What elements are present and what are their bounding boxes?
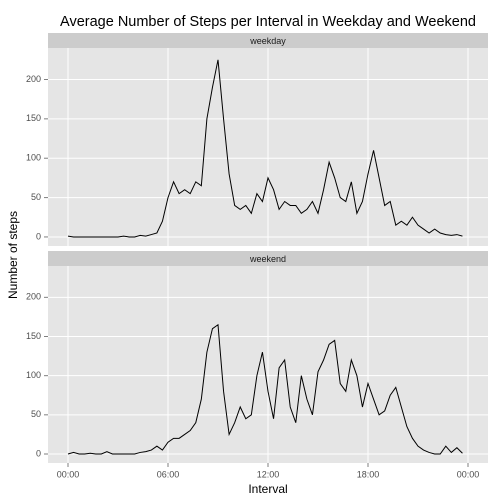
y-tick-label: 200 xyxy=(26,74,41,84)
x-tick-label: 06:00 xyxy=(157,469,180,479)
y-tick-label: 100 xyxy=(26,370,41,380)
chart-title: Average Number of Steps per Interval in … xyxy=(60,14,476,30)
line xyxy=(67,59,463,238)
x-tick-label: 00:00 xyxy=(457,469,480,479)
strip xyxy=(48,33,488,48)
y-tick-label: 150 xyxy=(26,331,41,341)
y-tick-label: 0 xyxy=(36,448,41,458)
strip-label: weekday xyxy=(249,36,286,46)
y-axis-label: Number of steps xyxy=(6,211,20,299)
y-tick-label: 50 xyxy=(31,192,41,202)
y-tick-label: 150 xyxy=(26,113,41,123)
strip-label: weekend xyxy=(249,254,286,264)
y-tick-label: 200 xyxy=(26,292,41,302)
y-tick-label: 100 xyxy=(26,153,41,163)
x-tick-label: 00:00 xyxy=(57,469,80,479)
y-tick-label: 50 xyxy=(31,409,41,419)
strip xyxy=(48,251,488,266)
x-axis-label: Interval xyxy=(248,482,287,496)
line xyxy=(67,323,463,455)
y-tick-label: 0 xyxy=(36,231,41,241)
x-tick-label: 12:00 xyxy=(257,469,280,479)
x-tick-label: 18:00 xyxy=(357,469,380,479)
